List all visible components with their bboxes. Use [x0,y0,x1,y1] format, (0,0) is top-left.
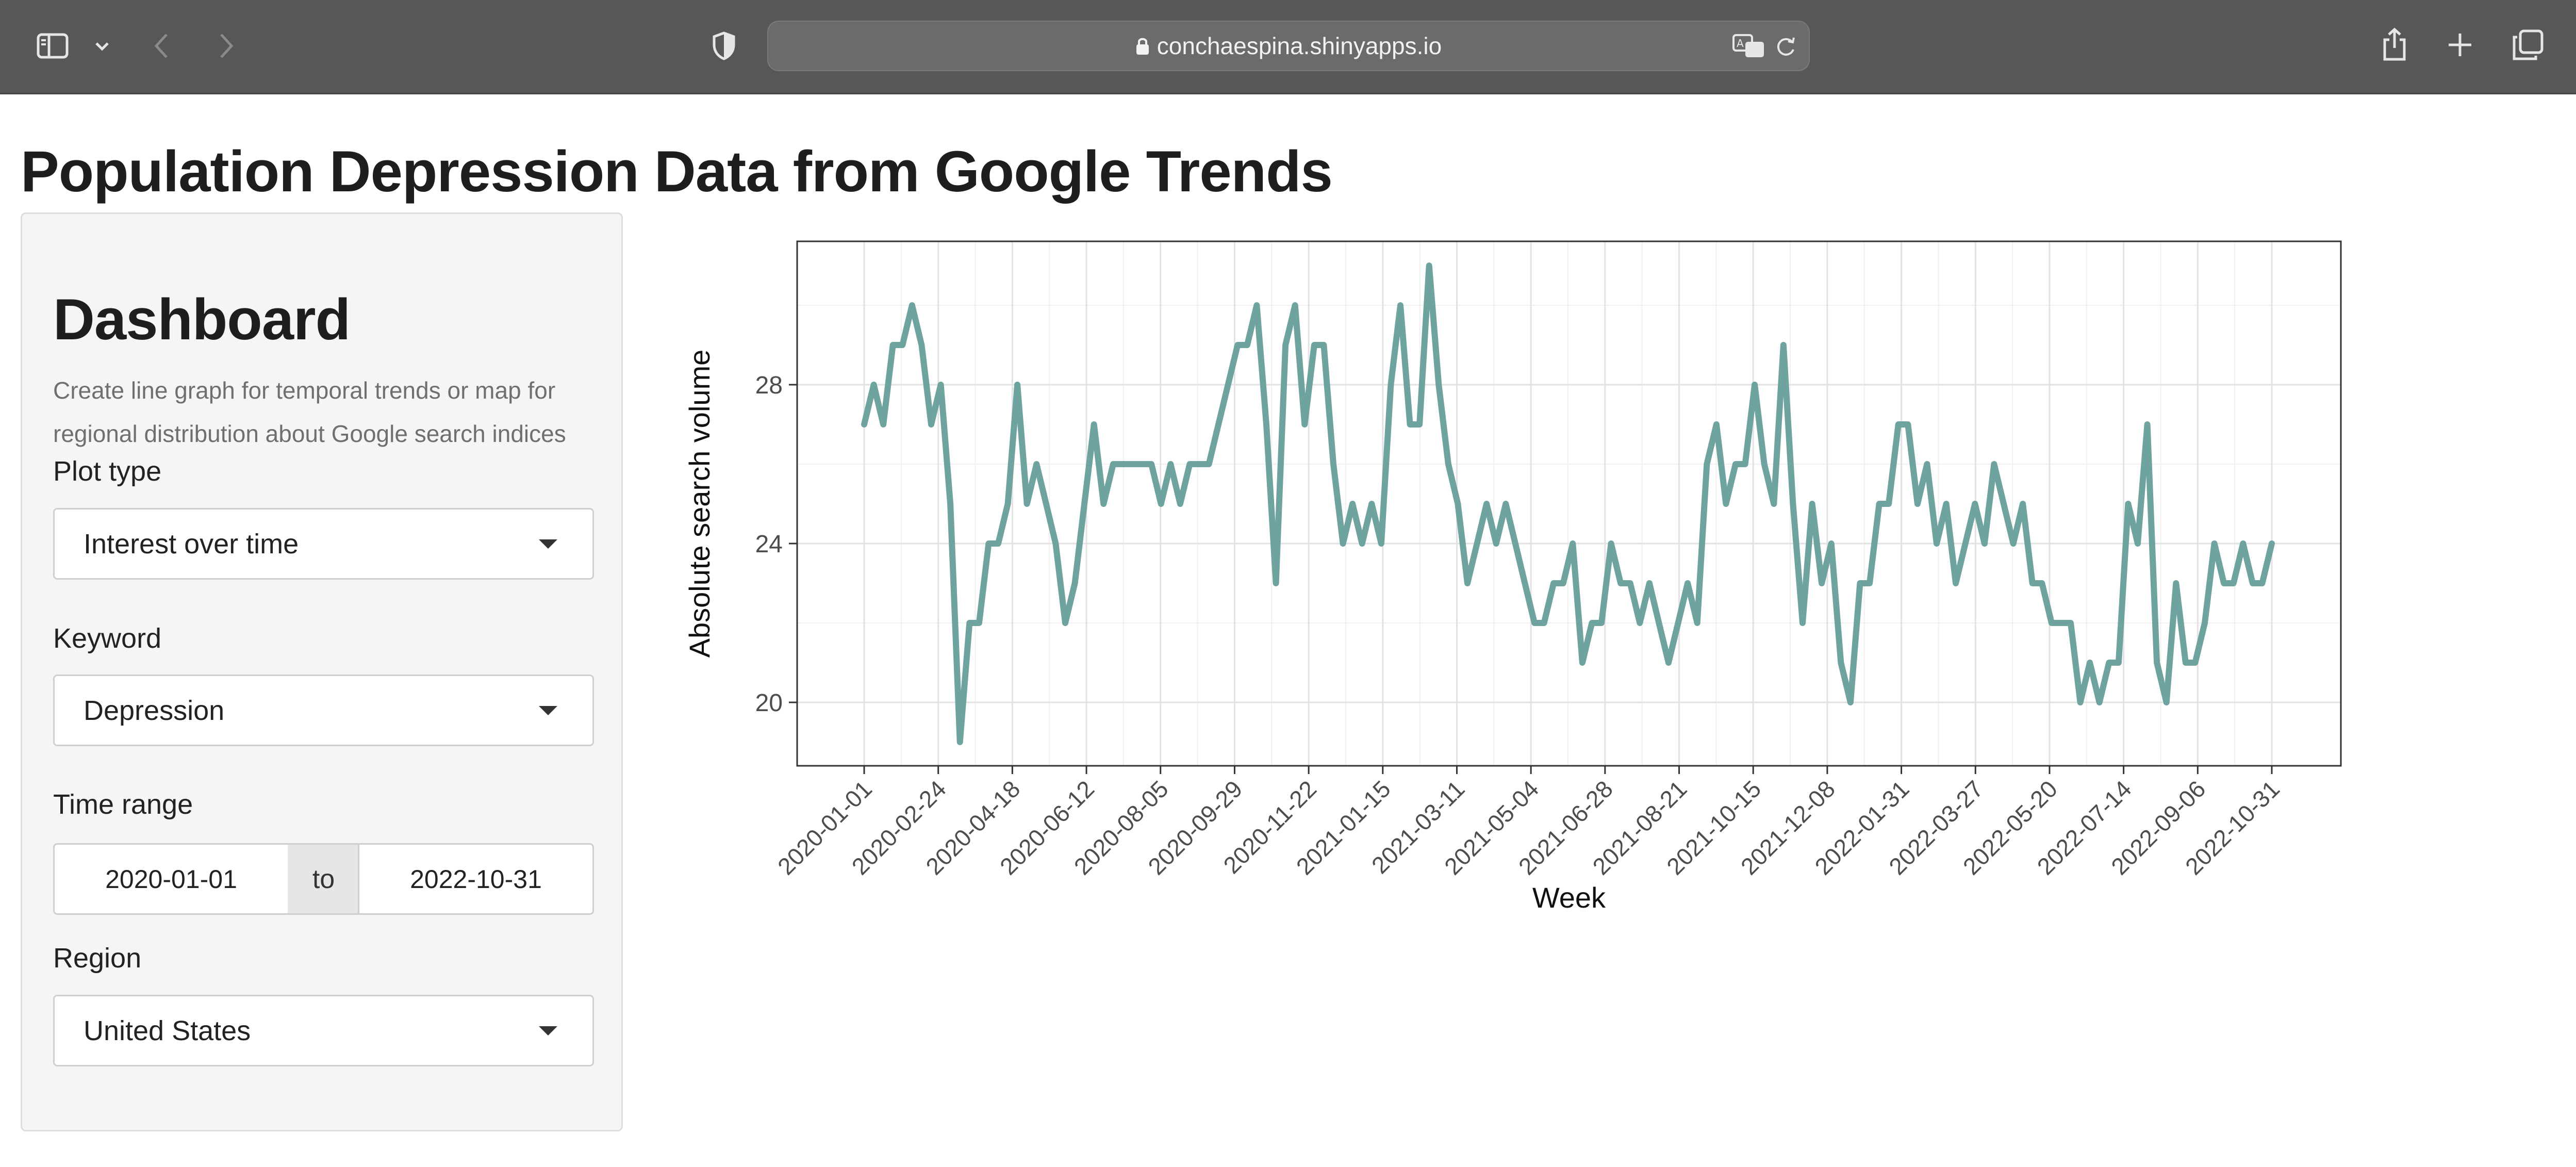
date-range-input: 2020-01-01 to 2022-10-31 [53,843,594,915]
start-date-input[interactable]: 2020-01-01 [53,843,289,915]
sidebar-icon[interactable] [36,32,69,60]
time-range-label: Time range [53,789,193,820]
chevron-down-icon[interactable] [93,39,111,54]
tabs-overview-icon[interactable] [2511,28,2545,62]
forward-icon[interactable] [217,31,237,61]
line-chart: 2024282020-01-012020-02-242020-04-182020… [683,240,2342,914]
keyword-label: Keyword [53,623,162,654]
back-icon[interactable] [151,31,171,61]
plot-type-value: Interest over time [84,528,299,560]
date-range-separator: to [288,843,359,915]
region-label: Region [53,943,142,974]
y-tick-label: 20 [755,689,783,717]
region-value: United States [84,1015,251,1046]
y-tick-label: 24 [755,531,783,558]
end-date-input[interactable]: 2022-10-31 [358,843,594,915]
share-icon[interactable] [2380,26,2409,63]
keyword-select[interactable]: Depression [53,675,594,746]
url-display[interactable]: conchaespina.shinyapps.io [768,22,1809,70]
plot-border [796,240,2342,767]
sidebar-description: Create line graph for temporal trends or… [53,377,566,447]
y-axis-title: Absolute search volume [683,350,716,658]
url-text: conchaespina.shinyapps.io [1157,32,1442,59]
svg-text:A: A [1737,37,1744,50]
lock-icon [1135,36,1150,56]
sidebar-heading: Dashboard [53,287,351,352]
caret-down-icon [539,539,557,549]
new-tab-icon[interactable] [2445,30,2475,60]
x-axis-title: Week [1532,881,1606,914]
address-bar[interactable]: conchaespina.shinyapps.io A [767,21,1810,71]
plot-type-label: Plot type [53,456,162,487]
page-title: Population Depression Data from Google T… [21,139,1333,204]
caret-down-icon [539,1026,557,1035]
dashboard-sidebar: Dashboard Create line graph for temporal… [21,212,623,1131]
plot-type-select[interactable]: Interest over time [53,508,594,580]
keyword-value: Depression [84,695,225,726]
caret-down-icon [539,706,557,715]
reload-icon[interactable] [1774,34,1797,59]
series-line [861,262,2275,745]
translate-icon[interactable]: A [1731,33,1766,60]
y-tick-label: 28 [755,372,783,399]
shield-icon[interactable] [711,30,737,62]
region-select[interactable]: United States [53,995,594,1066]
browser-toolbar: conchaespina.shinyapps.io A [0,0,2576,94]
